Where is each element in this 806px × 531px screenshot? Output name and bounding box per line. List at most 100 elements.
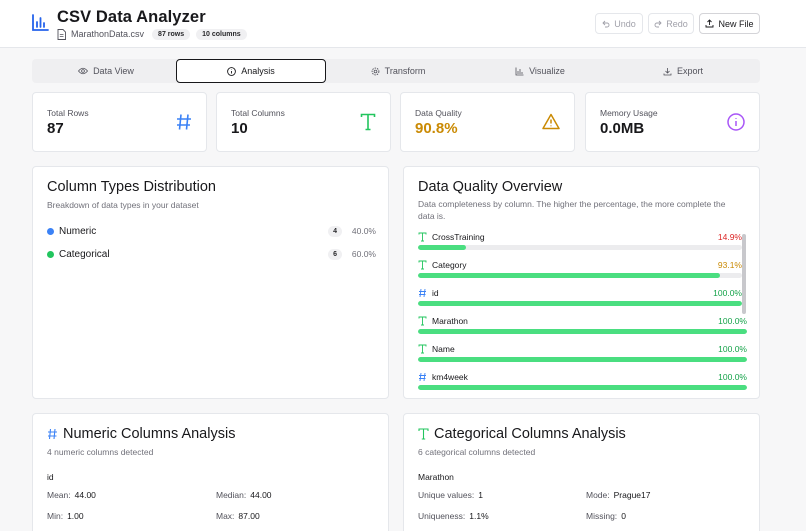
- redo-label: Redo: [666, 18, 688, 29]
- quality-bar-track: [418, 301, 742, 306]
- stat-key: Max:: [216, 511, 235, 521]
- tab-visualize[interactable]: Visualize: [470, 59, 610, 83]
- quality-bar-fill: [418, 385, 747, 390]
- file-name: MarathonData.csv: [71, 29, 145, 39]
- stat-label: Total Columns: [231, 108, 285, 118]
- stat-card-data-quality: Data Quality 90.8%: [400, 92, 575, 152]
- stat-val: 1.1%: [469, 511, 489, 521]
- gear-icon: [371, 67, 380, 75]
- info-circle-icon: [727, 113, 745, 131]
- panel-title: Column Types Distribution: [47, 179, 216, 195]
- text-type-icon: [418, 316, 427, 326]
- panel-title-text: Categorical Columns Analysis: [434, 426, 626, 442]
- quality-percent: 100.0%: [718, 344, 747, 354]
- quality-percent: 14.9%: [717, 232, 742, 242]
- tab-analysis[interactable]: Analysis: [176, 59, 326, 83]
- stat-value: 90.8%: [415, 120, 458, 137]
- stat-card-total-rows: Total Rows 87: [32, 92, 207, 152]
- type-count-badge: 4: [328, 225, 342, 237]
- warning-icon: [542, 113, 560, 130]
- quality-bar-track: [418, 357, 747, 362]
- stat-label: Data Quality: [415, 108, 462, 118]
- quality-row: Category 93.1%: [418, 259, 747, 283]
- type-name: Categorical: [59, 248, 110, 260]
- quality-row: km4week 100.0%: [418, 371, 747, 395]
- stat-val: 87.00: [238, 511, 260, 521]
- stat-val: 1.00: [67, 511, 84, 521]
- panel-title: Data Quality Overview: [418, 179, 563, 195]
- stat-val: 0: [621, 511, 626, 521]
- tab-transform[interactable]: Transform: [328, 59, 468, 83]
- type-row-numeric: Numeric 4 40.0%: [47, 224, 376, 238]
- quality-column-name: CrossTraining: [432, 232, 485, 242]
- column-name: Marathon: [418, 472, 454, 482]
- subtitle-line: Data completeness by column. The higher …: [418, 199, 726, 209]
- quality-bar-fill: [418, 245, 467, 250]
- app-header: CSV Data Analyzer MarathonData.csv 87 ro…: [0, 0, 806, 48]
- panel-title: Categorical Columns Analysis: [418, 426, 626, 442]
- mean-stat: Mean: 44.00: [47, 490, 96, 500]
- text-type-icon: [418, 260, 427, 270]
- stat-val: 1: [478, 490, 483, 500]
- missing-stat: Missing: 0: [586, 511, 626, 521]
- mode-stat: Mode: Prague17: [586, 490, 651, 500]
- type-name: Numeric: [59, 225, 97, 237]
- bar-chart-logo-icon: [32, 14, 49, 31]
- stat-key: Min:: [47, 511, 64, 521]
- bar-chart-icon: [515, 67, 524, 75]
- quality-percent: 93.1%: [717, 260, 742, 270]
- panel-title: Numeric Columns Analysis: [47, 426, 235, 442]
- tab-data-view[interactable]: Data View: [37, 59, 175, 83]
- tab-transform-label: Transform: [384, 66, 426, 76]
- tab-export[interactable]: Export: [612, 59, 754, 83]
- panel-subtitle: 6 categorical columns detected: [418, 447, 536, 457]
- categorical-dot: [47, 250, 54, 258]
- stat-card-memory-usage: Memory Usage 0.0MB: [585, 92, 760, 152]
- scrollbar[interactable]: [742, 234, 746, 314]
- app-title: CSV Data Analyzer: [57, 8, 206, 26]
- numeric-analysis-panel: Numeric Columns Analysis 4 numeric colum…: [32, 413, 389, 531]
- new-file-label: New File: [718, 18, 754, 29]
- text-type-icon: [418, 344, 427, 354]
- type-percent: 60.0%: [351, 249, 376, 259]
- tab-visualize-label: Visualize: [529, 66, 565, 76]
- text-type-icon: [418, 232, 427, 242]
- stat-val: 44.00: [250, 490, 272, 500]
- undo-button[interactable]: Undo: [595, 13, 643, 34]
- tab-data-view-label: Data View: [93, 66, 134, 76]
- data-quality-list[interactable]: CrossTraining 14.9% Category 93.1% id 100.0% M…: [418, 231, 747, 396]
- download-icon: [663, 67, 672, 75]
- column-name: id: [47, 472, 54, 482]
- stat-key: Mode:: [586, 490, 610, 500]
- quality-row: id 100.0%: [418, 287, 747, 311]
- stat-val: Prague17: [613, 490, 651, 500]
- quality-row: Name 100.0%: [418, 343, 747, 367]
- undo-icon: [602, 20, 610, 27]
- undo-label: Undo: [614, 18, 636, 29]
- quality-bar-track: [418, 385, 747, 390]
- quality-column-name: Category: [432, 260, 467, 270]
- stat-label: Total Rows: [47, 108, 89, 118]
- file-info: MarathonData.csv 87 rows 10 columns: [57, 27, 253, 41]
- hash-icon: [419, 288, 426, 298]
- quality-column-name: km4week: [432, 372, 468, 382]
- rows-badge: 87 rows: [152, 28, 191, 40]
- text-type-icon: [418, 428, 429, 440]
- text-type-icon: [360, 113, 376, 131]
- quality-bar-fill: [418, 273, 720, 278]
- stat-key: Mean:: [47, 490, 71, 500]
- unique-values-stat: Unique values: 1: [418, 490, 483, 500]
- new-file-button[interactable]: New File: [699, 13, 760, 34]
- columns-badge: 10 columns: [196, 28, 247, 40]
- panel-title-text: Numeric Columns Analysis: [63, 426, 236, 442]
- panel-subtitle: Breakdown of data types in your dataset: [47, 200, 199, 210]
- quality-column-name: id: [432, 288, 439, 298]
- stat-card-total-columns: Total Columns 10: [216, 92, 391, 152]
- type-count-badge: 6: [328, 248, 342, 260]
- quality-bar-track: [418, 329, 747, 334]
- redo-button[interactable]: Redo: [648, 13, 694, 34]
- min-stat: Min: 1.00: [47, 511, 84, 521]
- quality-percent: 100.0%: [718, 316, 747, 326]
- quality-bar-track: [418, 245, 742, 250]
- categorical-analysis-panel: Categorical Columns Analysis 6 categoric…: [403, 413, 760, 531]
